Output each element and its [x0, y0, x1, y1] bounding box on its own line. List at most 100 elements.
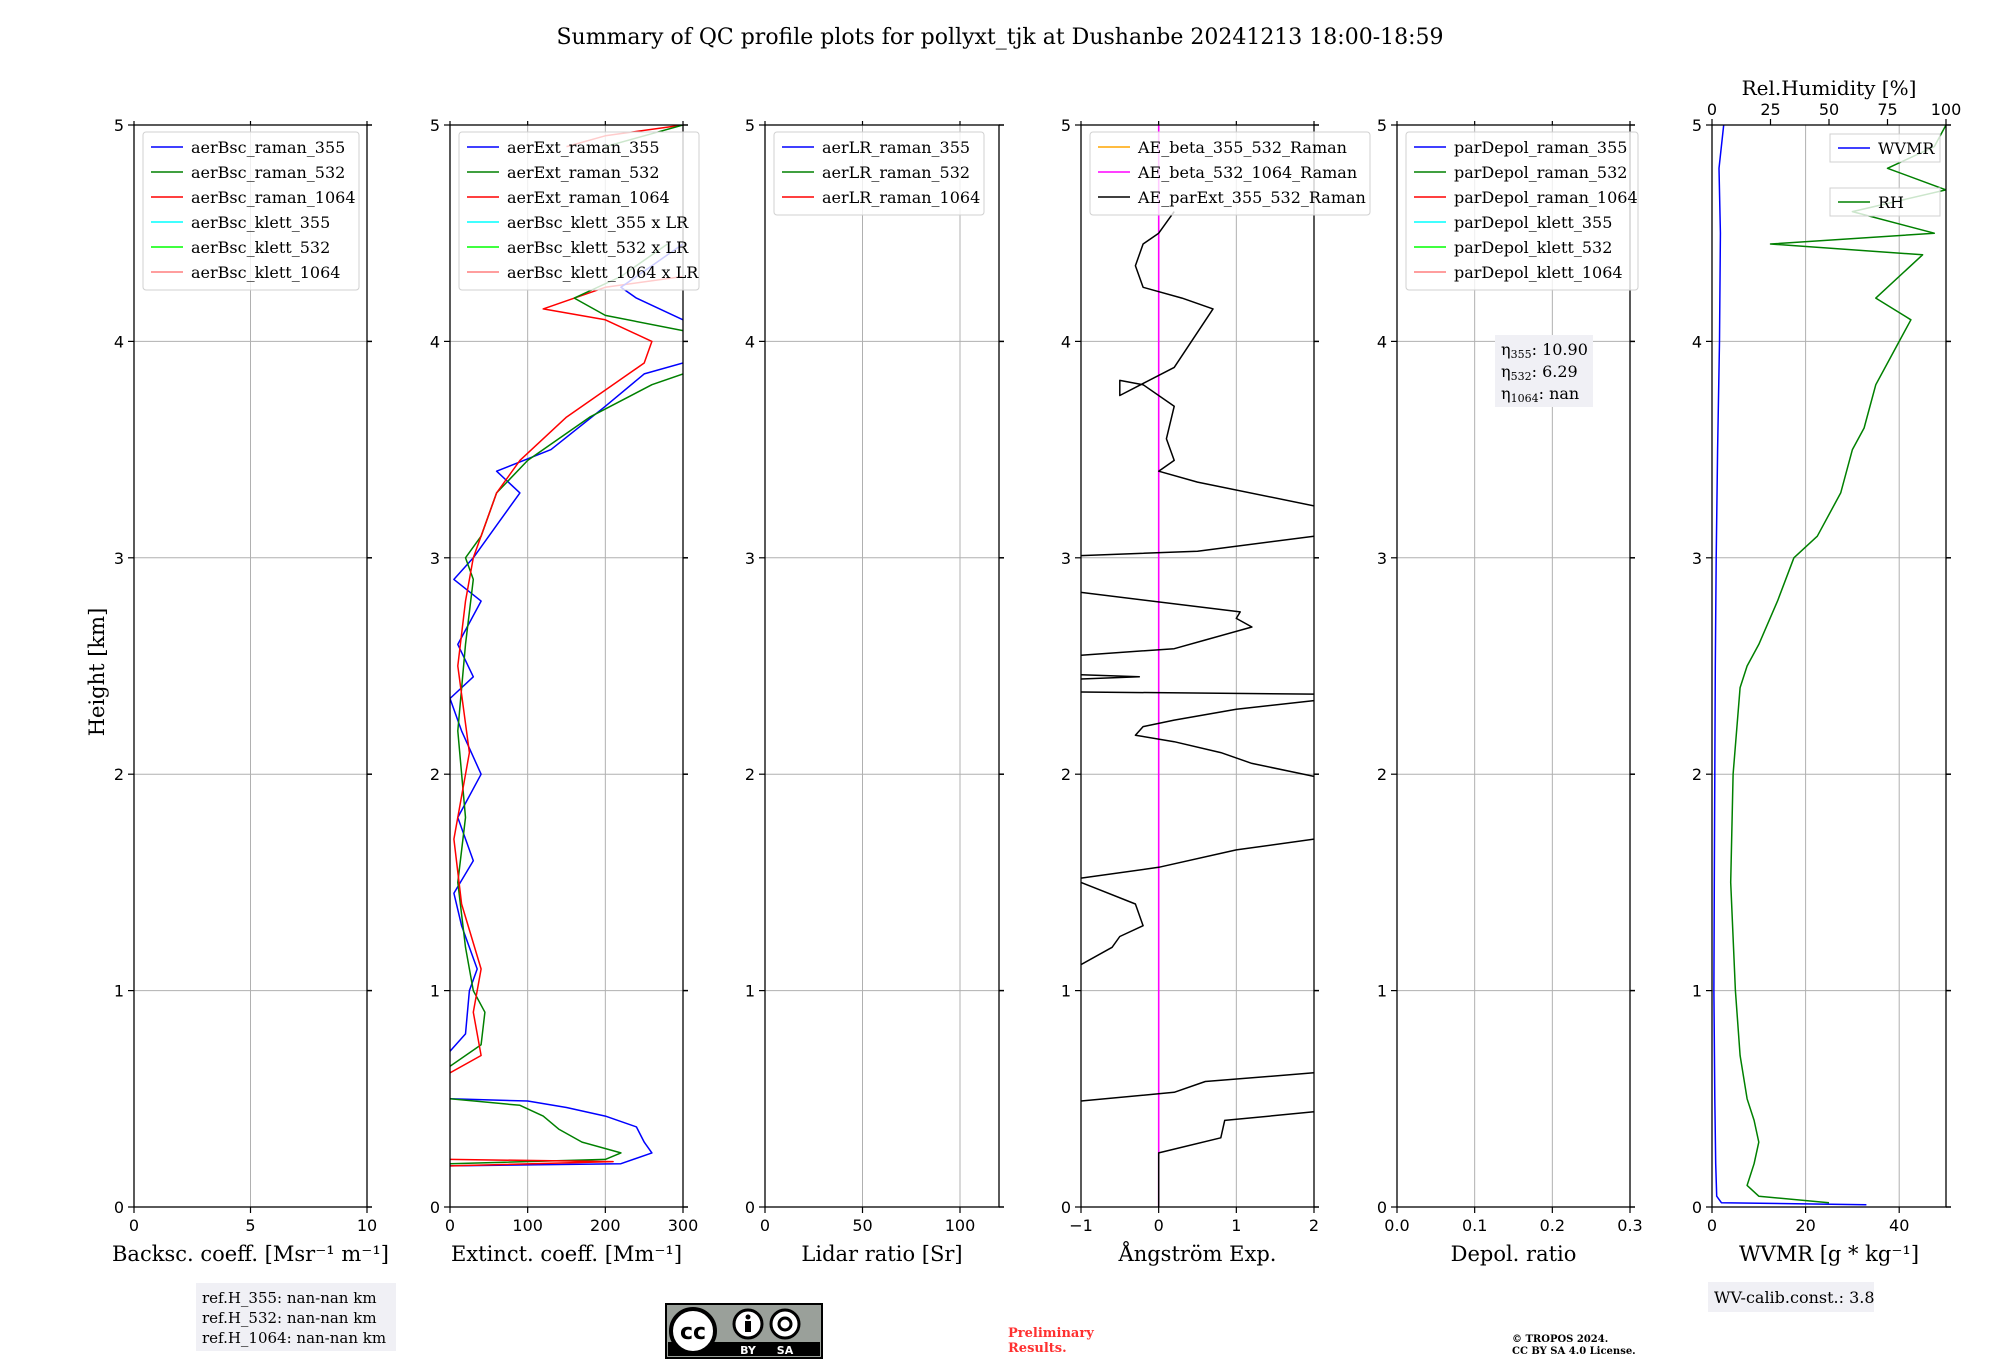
legend-label: parDepol_raman_1064: [1454, 188, 1638, 207]
y-tick-label: 3: [430, 549, 440, 568]
x-tick-label: 0: [1707, 1216, 1717, 1235]
y-tick-label: 2: [1061, 765, 1071, 784]
legend-label: aerBsc_klett_355: [191, 213, 330, 232]
sa-share-icon: [769, 1308, 801, 1340]
x-axis-label: Ångström Exp.: [1118, 1241, 1277, 1266]
x-tick-label: 0.1: [1462, 1216, 1487, 1235]
figure-title: Summary of QC profile plots for pollyxt_…: [556, 25, 1443, 50]
eta-subscript: 355: [1511, 348, 1532, 361]
series-line-ext-0: [450, 1098, 653, 1167]
y-tick-label: 4: [745, 332, 755, 351]
y-tick-label: 3: [1061, 549, 1071, 568]
eta-subscript: 1064: [1511, 392, 1539, 405]
axes-frame: [1080, 124, 1315, 1208]
eta-box: [1495, 335, 1593, 407]
eta-value: : 6.29: [1532, 362, 1578, 381]
y-tick-label: 1: [430, 982, 440, 1001]
x-tick-label: 0: [760, 1216, 770, 1235]
y-tick-label: 3: [1692, 549, 1702, 568]
legend-label: aerLR_raman_1064: [822, 188, 980, 207]
axes-frame: [764, 124, 1000, 1208]
legend-box: [458, 131, 700, 291]
y-tick-label: 2: [1377, 765, 1387, 784]
y-tick-label: 1: [114, 982, 124, 1001]
preliminary-line-1: Preliminary: [1008, 1326, 1094, 1341]
series-line-ext-4: [450, 373, 683, 1067]
legend-label: WVMR: [1878, 139, 1935, 158]
y-tick-label: 5: [1692, 116, 1702, 135]
x-tick-label: 200: [590, 1216, 621, 1235]
y-tick-label: 4: [114, 332, 124, 351]
y-tick-label: 2: [745, 765, 755, 784]
legend-label: RH: [1878, 193, 1904, 212]
legend-label: parDepol_klett_1064: [1454, 263, 1623, 282]
legend-label: aerBsc_raman_532: [191, 163, 345, 182]
eta-line-532: η532: 6.29: [1501, 362, 1578, 383]
series-line-ext-3: [450, 362, 683, 1052]
y-tick-label: 4: [1061, 332, 1071, 351]
x-tick-label: −1: [1069, 1216, 1093, 1235]
x-tick-label: 0.2: [1540, 1216, 1565, 1235]
panel-bsc: 0 5 10 0 1 2 3 4 5 Backsc. coeff. [Msr⁻¹ m⁻¹] aerB…: [112, 116, 389, 1266]
series-line-ae-8: [1081, 591, 1253, 656]
y-tick-label: 5: [1377, 116, 1387, 135]
x-tick-label: 5: [245, 1216, 255, 1235]
legend-label: aerLR_raman_532: [822, 163, 970, 182]
y-tick-label: 1: [1692, 982, 1702, 1001]
y-tick-label: 4: [1377, 332, 1387, 351]
x-tick-label: 0: [445, 1216, 455, 1235]
eta-value: : nan: [1539, 384, 1580, 403]
legend-label: AE_beta_355_532_Raman: [1137, 138, 1347, 157]
eta-value: : 10.90: [1532, 340, 1588, 359]
legend-label: parDepol_klett_532: [1454, 238, 1612, 257]
x-tick-label: 0.0: [1384, 1216, 1409, 1235]
legend-label: aerBsc_klett_532: [191, 238, 330, 257]
x-tick-label: 100: [945, 1216, 976, 1235]
copyright-line-2: CC BY SA 4.0 License.: [1512, 1346, 1636, 1357]
eta-subscript: 532: [1511, 370, 1532, 383]
refH-line-532: ref.H_532: nan-nan km: [202, 1309, 377, 1327]
wv-calib-box: WV-calib.const.: 3.8: [1708, 1282, 1875, 1312]
cc-icon-text: cc: [680, 1320, 706, 1345]
x-tick-label: 0: [129, 1216, 139, 1235]
axes-frame: [1396, 124, 1631, 1208]
legend-label: parDepol_raman_532: [1454, 163, 1627, 182]
y-tick-label: 3: [745, 549, 755, 568]
y-tick-label: 1: [1377, 982, 1387, 1001]
y-tick-label: 3: [1377, 549, 1387, 568]
y-axis-label: Height [km]: [85, 608, 109, 737]
by-label: BY: [740, 1344, 757, 1357]
y-tick-label: 1: [745, 982, 755, 1001]
copyright-line-1: © TROPOS 2024.: [1512, 1334, 1608, 1345]
wv-calib-text: WV-calib.const.: 3.8: [1714, 1288, 1875, 1307]
top-x-tick-label: 0: [1707, 100, 1717, 119]
y-tick-label: 0: [430, 1198, 440, 1217]
x-axis-label: WVMR [g * kg⁻¹]: [1739, 1242, 1919, 1266]
legend-box: [1089, 131, 1371, 216]
x-tick-label: 40: [1889, 1216, 1909, 1235]
x-tick-label: 2: [1309, 1216, 1319, 1235]
series-line-ext-1: [450, 1098, 622, 1165]
y-tick-label: 2: [430, 765, 440, 784]
series-line-wv-1: [1729, 125, 1946, 1204]
series-line-ae-3: [1081, 881, 1144, 966]
preliminary-line-2: Results.: [1008, 1341, 1067, 1356]
series-line-ae-5: [1134, 699, 1314, 778]
x-tick-label: 0: [1154, 1216, 1164, 1235]
legend-label: aerBsc_klett_1064 x LR: [507, 263, 699, 282]
x-tick-label: 10: [357, 1216, 377, 1235]
panel-wv: 0 20 40 0 1 2 3 4 5 WVMR [g * kg⁻¹] 0 25 50 75 100 Rel.…: [1692, 76, 1961, 1266]
panel-lr: 0 50 100 0 1 2 3 4 5 Lidar ratio [Sr] aerLR_raman_…: [745, 116, 1004, 1266]
eta-symbol: η: [1501, 362, 1511, 381]
legend-label: aerExt_raman_355: [507, 138, 660, 157]
legend-label: parDepol_raman_355: [1454, 138, 1627, 157]
cc-license-badge: cc BY SA: [665, 1303, 823, 1359]
refH-box: ref.H_355: nan-nan km ref.H_532: nan-nan…: [196, 1283, 396, 1351]
top-x-tick-label: 50: [1819, 100, 1839, 119]
y-tick-label: 0: [1061, 1198, 1071, 1217]
y-tick-label: 3: [114, 549, 124, 568]
legend-box: [142, 131, 360, 291]
eta-line-1064: η1064: nan: [1501, 384, 1579, 405]
